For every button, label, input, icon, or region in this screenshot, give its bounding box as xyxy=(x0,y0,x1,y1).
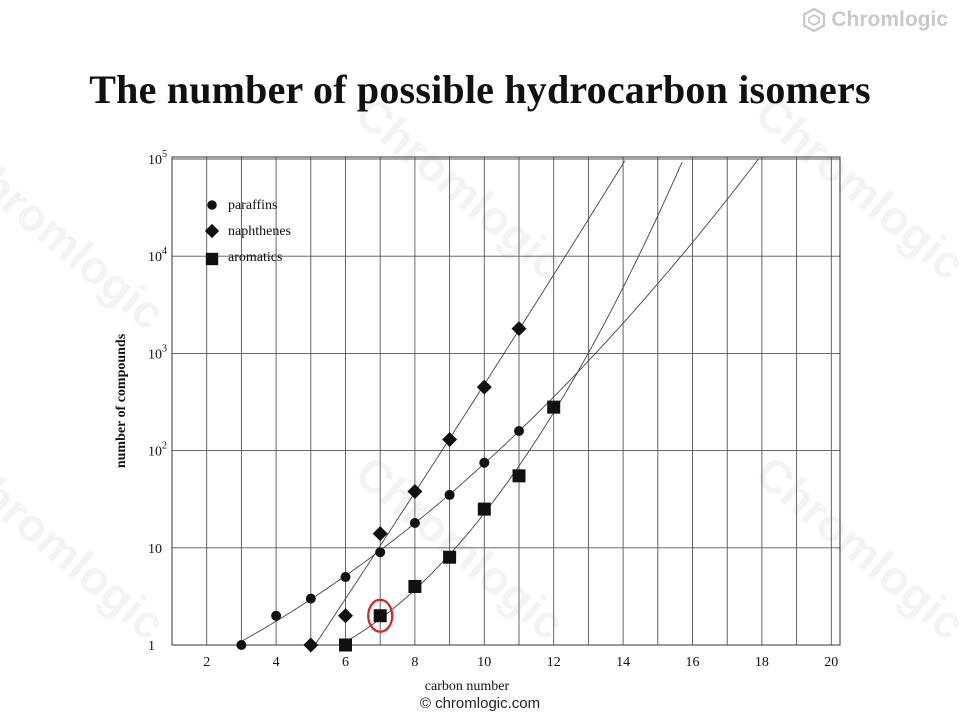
paraffins-point xyxy=(375,547,386,558)
naphthenes-point xyxy=(476,379,492,395)
highlight-ring xyxy=(367,598,394,633)
paraffins-point xyxy=(340,572,351,583)
paraffins-point xyxy=(236,640,247,650)
aromatics-point xyxy=(512,469,526,483)
watermark-layer: ChromlogicChromlogicChromlogicChromlogic… xyxy=(0,86,960,650)
x-tick-label: 20 xyxy=(824,655,838,670)
y-tick-label: 102 xyxy=(148,441,167,460)
x-tick-label: 10 xyxy=(477,655,491,670)
x-axis-title: carbon number xyxy=(425,679,510,694)
naphthenes-point xyxy=(511,321,527,337)
x-tick-label: 18 xyxy=(755,655,769,670)
y-tick-label: 1 xyxy=(148,639,155,654)
x-tick-label: 14 xyxy=(616,655,630,670)
chart-legend: paraffins naphthenes aromatics xyxy=(204,198,291,266)
y-tick-label: 10 xyxy=(148,542,162,557)
hexagon-logo-icon xyxy=(803,8,826,32)
plot-frame xyxy=(171,156,841,646)
aromatics-point xyxy=(477,502,491,516)
paraffins-point xyxy=(409,517,420,528)
x-tick-label: 16 xyxy=(686,655,700,670)
legend-label: paraffins xyxy=(228,198,278,213)
aromatics-point xyxy=(547,400,561,414)
trend-curve-paraffins xyxy=(241,158,759,642)
watermark-text: Chromlogic xyxy=(746,86,960,290)
y-tick-label: 104 xyxy=(148,246,167,265)
naphthenes-point xyxy=(338,608,353,624)
y-tick-label: 105 xyxy=(148,149,167,168)
axis-labels: 2 4 6 8 10 12 14 16 18 20 1 10 102 103 104 105 carbon nu… xyxy=(114,149,838,694)
paraffins-point xyxy=(271,610,282,621)
trend-curve-naphthenes xyxy=(310,160,626,646)
y-axis-title: number of compounds xyxy=(114,333,129,468)
aromatics-point xyxy=(408,579,422,593)
x-tick-label: 6 xyxy=(342,655,349,670)
x-tick-label: 4 xyxy=(273,655,280,670)
slide-title: The number of possible hydrocarbon isome… xyxy=(89,67,871,112)
x-tick-label: 12 xyxy=(547,655,561,670)
x-tick-label: 8 xyxy=(411,655,418,670)
copyright-credit: © chromlogic.com xyxy=(419,695,541,712)
paraffins-point xyxy=(514,426,524,437)
legend-marker-naphthenes xyxy=(204,223,220,239)
naphthenes-point xyxy=(442,432,458,448)
aromatics-point xyxy=(373,609,387,623)
legend-label: aromatics xyxy=(228,250,282,265)
y-tick-label: 103 xyxy=(148,343,167,362)
brand-name: Chromlogic xyxy=(831,8,948,31)
paraffins-point xyxy=(305,593,316,604)
legend-marker-aromatics xyxy=(205,252,219,266)
naphthenes-point xyxy=(303,637,319,653)
naphthenes-point xyxy=(407,483,423,499)
legend-marker-paraffins xyxy=(207,200,217,210)
aromatics-point xyxy=(339,638,352,652)
x-tick-label: 2 xyxy=(203,655,210,670)
paraffins-point xyxy=(444,489,455,500)
aromatics-point xyxy=(443,550,457,564)
legend-label: naphthenes xyxy=(228,224,291,239)
paraffins-point xyxy=(479,457,490,468)
data-markers xyxy=(236,321,561,653)
brand-logo: Chromlogic xyxy=(803,8,948,32)
naphthenes-point xyxy=(372,526,388,542)
